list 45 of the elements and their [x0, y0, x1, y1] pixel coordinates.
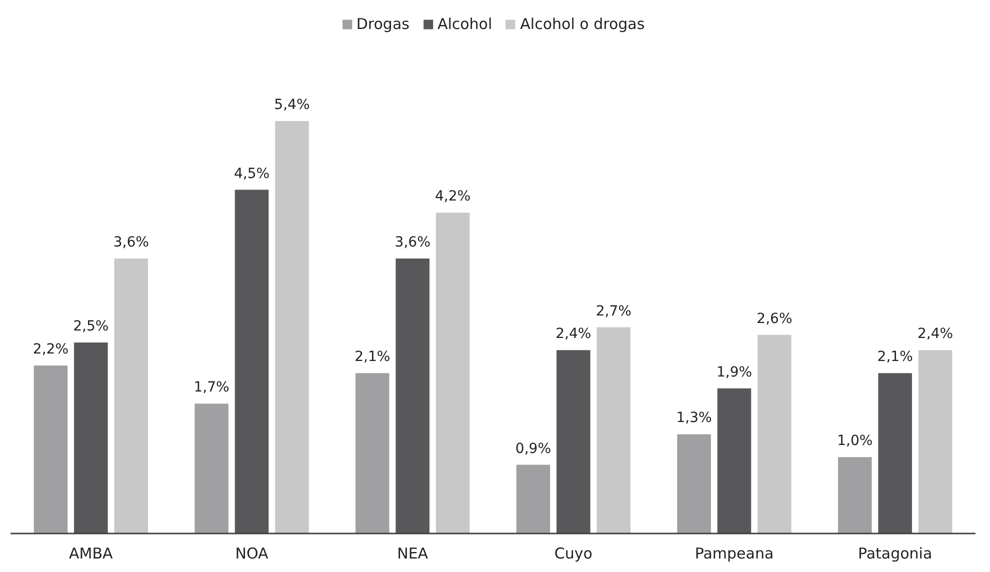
- x-tick-label: Pampeana: [694, 544, 774, 562]
- bar: [396, 258, 430, 534]
- x-tick-label: NOA: [235, 544, 269, 562]
- legend-label: Alcohol: [437, 15, 492, 33]
- bar: [436, 212, 470, 534]
- data-label: 2,2%: [32, 341, 69, 358]
- data-label: 2,1%: [877, 349, 913, 366]
- data-label: 2,5%: [73, 318, 109, 335]
- data-label: 1,9%: [716, 364, 752, 380]
- bar: [677, 434, 711, 534]
- data-label: 3,6%: [394, 234, 430, 250]
- data-label: 1,3%: [676, 410, 712, 426]
- bar: [516, 464, 550, 534]
- bar: [758, 334, 792, 534]
- data-label: 2,4%: [918, 326, 954, 342]
- bar: [275, 121, 309, 534]
- x-tick-label: Patagonia: [858, 544, 932, 562]
- data-label: 2,7%: [596, 303, 632, 320]
- legend-label: Drogas: [356, 15, 410, 33]
- bar: [596, 327, 631, 534]
- data-label: 0,9%: [515, 440, 552, 457]
- bar: [234, 190, 269, 534]
- x-tick-label: Cuyo: [554, 544, 592, 562]
- bar: [355, 373, 390, 534]
- data-label: 2,4%: [556, 326, 592, 342]
- bar: [838, 457, 872, 534]
- data-label: 5,4%: [274, 97, 310, 113]
- data-label: 1,0%: [837, 433, 873, 450]
- data-label: 1,7%: [194, 380, 230, 396]
- x-tick-label: AMBA: [69, 544, 114, 562]
- data-label: 2,6%: [756, 310, 792, 327]
- bar: [194, 404, 228, 534]
- data-label: 4,2%: [435, 188, 471, 205]
- x-tick-label: NEA: [397, 544, 429, 562]
- legend-label: Alcohol o drogas: [520, 15, 645, 33]
- data-label: 4,5%: [234, 166, 270, 182]
- bar: [717, 388, 752, 534]
- data-label: 2,1%: [354, 349, 390, 366]
- bar: [918, 350, 952, 534]
- bar: [34, 365, 68, 534]
- bar: [556, 350, 590, 534]
- bar: [878, 373, 912, 534]
- bar: [114, 258, 148, 534]
- bar: [74, 342, 108, 534]
- data-label: 3,6%: [113, 234, 149, 250]
